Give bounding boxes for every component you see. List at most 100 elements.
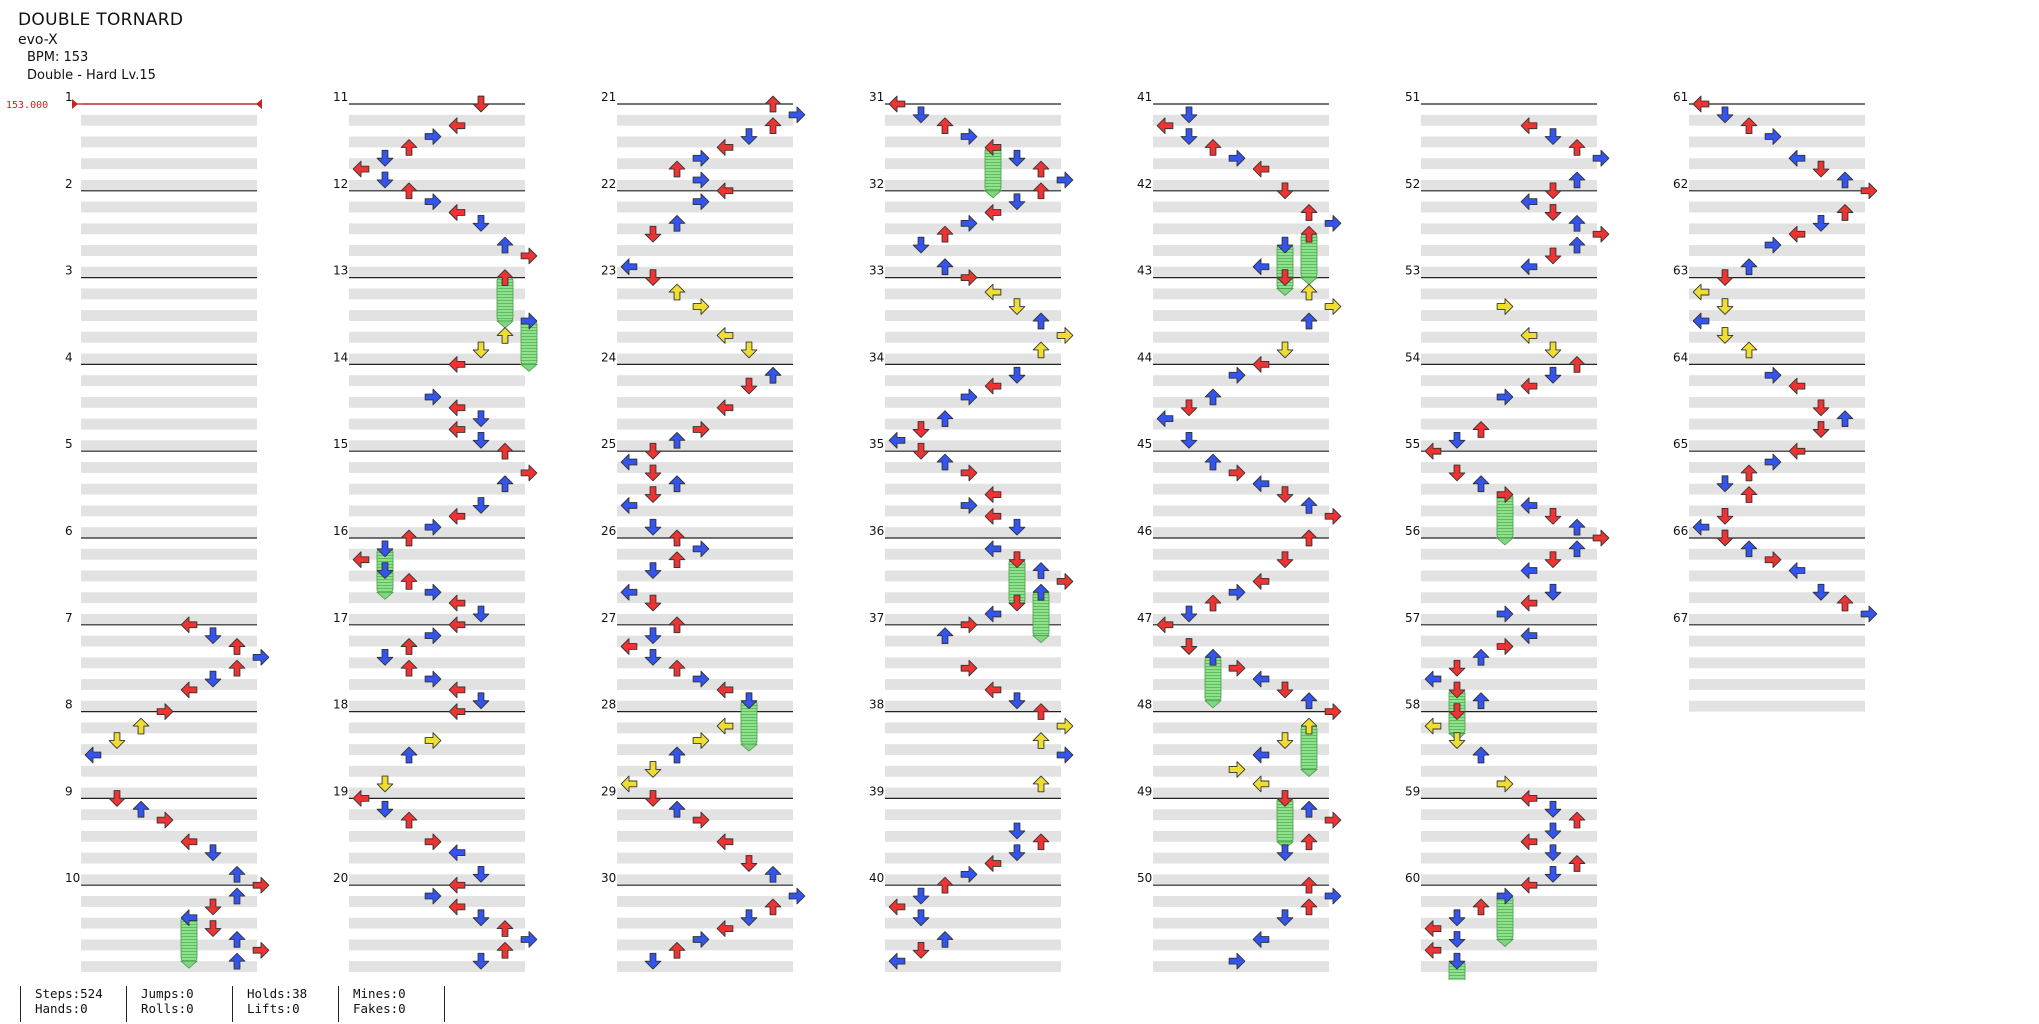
measure-number: 48 bbox=[1137, 698, 1152, 712]
stats-group: Jumps:0 Rolls:0 bbox=[126, 986, 230, 1022]
measure-number: 29 bbox=[601, 784, 616, 798]
beat-band bbox=[81, 483, 257, 495]
beat-band bbox=[1153, 570, 1329, 582]
chart-difficulty: Double - Hard Lv.15 bbox=[27, 68, 156, 83]
beat-band bbox=[1421, 418, 1597, 430]
measure-number: 26 bbox=[601, 524, 616, 538]
beat-band bbox=[81, 288, 257, 300]
beat-band bbox=[1689, 201, 1865, 213]
song-header: DOUBLE TORNARD evo-X BPM: 153 Double - H… bbox=[18, 10, 183, 85]
beat-band bbox=[885, 961, 1061, 972]
measure-number: 38 bbox=[869, 698, 884, 712]
bpm-end-marker bbox=[256, 99, 262, 109]
beat-band bbox=[349, 201, 525, 213]
beat-band bbox=[81, 505, 257, 517]
beat-band bbox=[349, 310, 525, 321]
beat-band bbox=[81, 462, 257, 473]
beat-band bbox=[1153, 179, 1329, 191]
beat-band bbox=[1153, 939, 1329, 951]
beat-band bbox=[617, 874, 793, 886]
bpm-label: 153.000 bbox=[6, 100, 48, 111]
beat-band bbox=[1421, 830, 1597, 842]
beat-band bbox=[349, 939, 525, 951]
beat-band bbox=[1153, 613, 1329, 625]
beat-band bbox=[885, 527, 1061, 538]
measure-number: 8 bbox=[65, 698, 73, 712]
beat-band bbox=[885, 136, 1061, 148]
hold-tail bbox=[1299, 277, 1319, 286]
beat-band bbox=[81, 310, 257, 321]
stats-group: Holds:38 Lifts:0 bbox=[232, 986, 336, 1022]
beat-band bbox=[349, 852, 525, 864]
measure-number: 12 bbox=[333, 177, 348, 191]
beat-band bbox=[349, 266, 525, 278]
stat-value: Mines:0 bbox=[353, 986, 406, 1001]
beat-band bbox=[1421, 179, 1597, 191]
beat-band bbox=[1689, 483, 1865, 495]
hold-tail bbox=[1031, 635, 1051, 644]
measure-number: 51 bbox=[1405, 90, 1420, 104]
beat-band bbox=[349, 158, 525, 170]
beat-band bbox=[1153, 331, 1329, 343]
beat-band bbox=[617, 787, 793, 799]
beat-band bbox=[1689, 657, 1865, 669]
measure-number: 28 bbox=[601, 698, 616, 712]
stats-group: Mines:0 Fakes:0 bbox=[338, 986, 442, 1022]
beat-band bbox=[885, 635, 1061, 647]
measure-number: 5 bbox=[65, 437, 73, 451]
beat-band bbox=[1689, 527, 1865, 538]
beat-band bbox=[349, 223, 525, 235]
beat-band bbox=[81, 136, 257, 148]
beat-band bbox=[81, 158, 257, 170]
beat-band bbox=[1689, 592, 1865, 604]
beat-band bbox=[617, 201, 793, 213]
beat-band bbox=[349, 679, 525, 690]
beat-band bbox=[885, 201, 1061, 213]
beat-band bbox=[1153, 375, 1329, 387]
beat-band bbox=[617, 483, 793, 495]
measure-number: 19 bbox=[333, 784, 348, 798]
beat-band bbox=[885, 592, 1061, 604]
beat-band bbox=[617, 744, 793, 755]
measure-number: 15 bbox=[333, 437, 348, 451]
beat-band bbox=[349, 418, 525, 430]
beat-band bbox=[81, 418, 257, 430]
beat-band bbox=[885, 700, 1061, 712]
beat-band bbox=[885, 266, 1061, 278]
beat-band bbox=[1689, 223, 1865, 235]
beat-band bbox=[81, 548, 257, 560]
hold-tail bbox=[983, 190, 1003, 199]
beat-band bbox=[617, 592, 793, 604]
beat-band bbox=[1421, 288, 1597, 300]
measure-number: 25 bbox=[601, 437, 616, 451]
measure-number: 42 bbox=[1137, 177, 1152, 191]
measure-number: 47 bbox=[1137, 611, 1152, 625]
beat-band bbox=[1689, 396, 1865, 408]
beat-band bbox=[617, 852, 793, 864]
step-arrow bbox=[472, 95, 490, 113]
beat-band bbox=[885, 223, 1061, 235]
beat-band bbox=[885, 310, 1061, 321]
measure-number: 22 bbox=[601, 177, 616, 191]
step-arrow bbox=[888, 95, 906, 113]
beat-band bbox=[349, 830, 525, 842]
measure-number: 59 bbox=[1405, 784, 1420, 798]
measure-number: 56 bbox=[1405, 524, 1420, 538]
beat-band bbox=[1153, 462, 1329, 473]
beat-band bbox=[1689, 570, 1865, 582]
hold-tail bbox=[519, 364, 539, 372]
beat-band bbox=[1153, 700, 1329, 712]
beat-band bbox=[1153, 353, 1329, 365]
beat-band bbox=[349, 548, 525, 560]
beat-band bbox=[885, 613, 1061, 625]
beat-band bbox=[349, 809, 525, 821]
beat-band bbox=[81, 223, 257, 235]
measure-number: 11 bbox=[333, 90, 348, 104]
beat-band bbox=[617, 462, 793, 473]
beat-band bbox=[81, 896, 257, 907]
beat-band bbox=[885, 917, 1061, 929]
beat-band bbox=[617, 114, 793, 126]
beat-band bbox=[617, 830, 793, 842]
beat-band bbox=[81, 700, 257, 712]
beat-band bbox=[1421, 223, 1597, 235]
